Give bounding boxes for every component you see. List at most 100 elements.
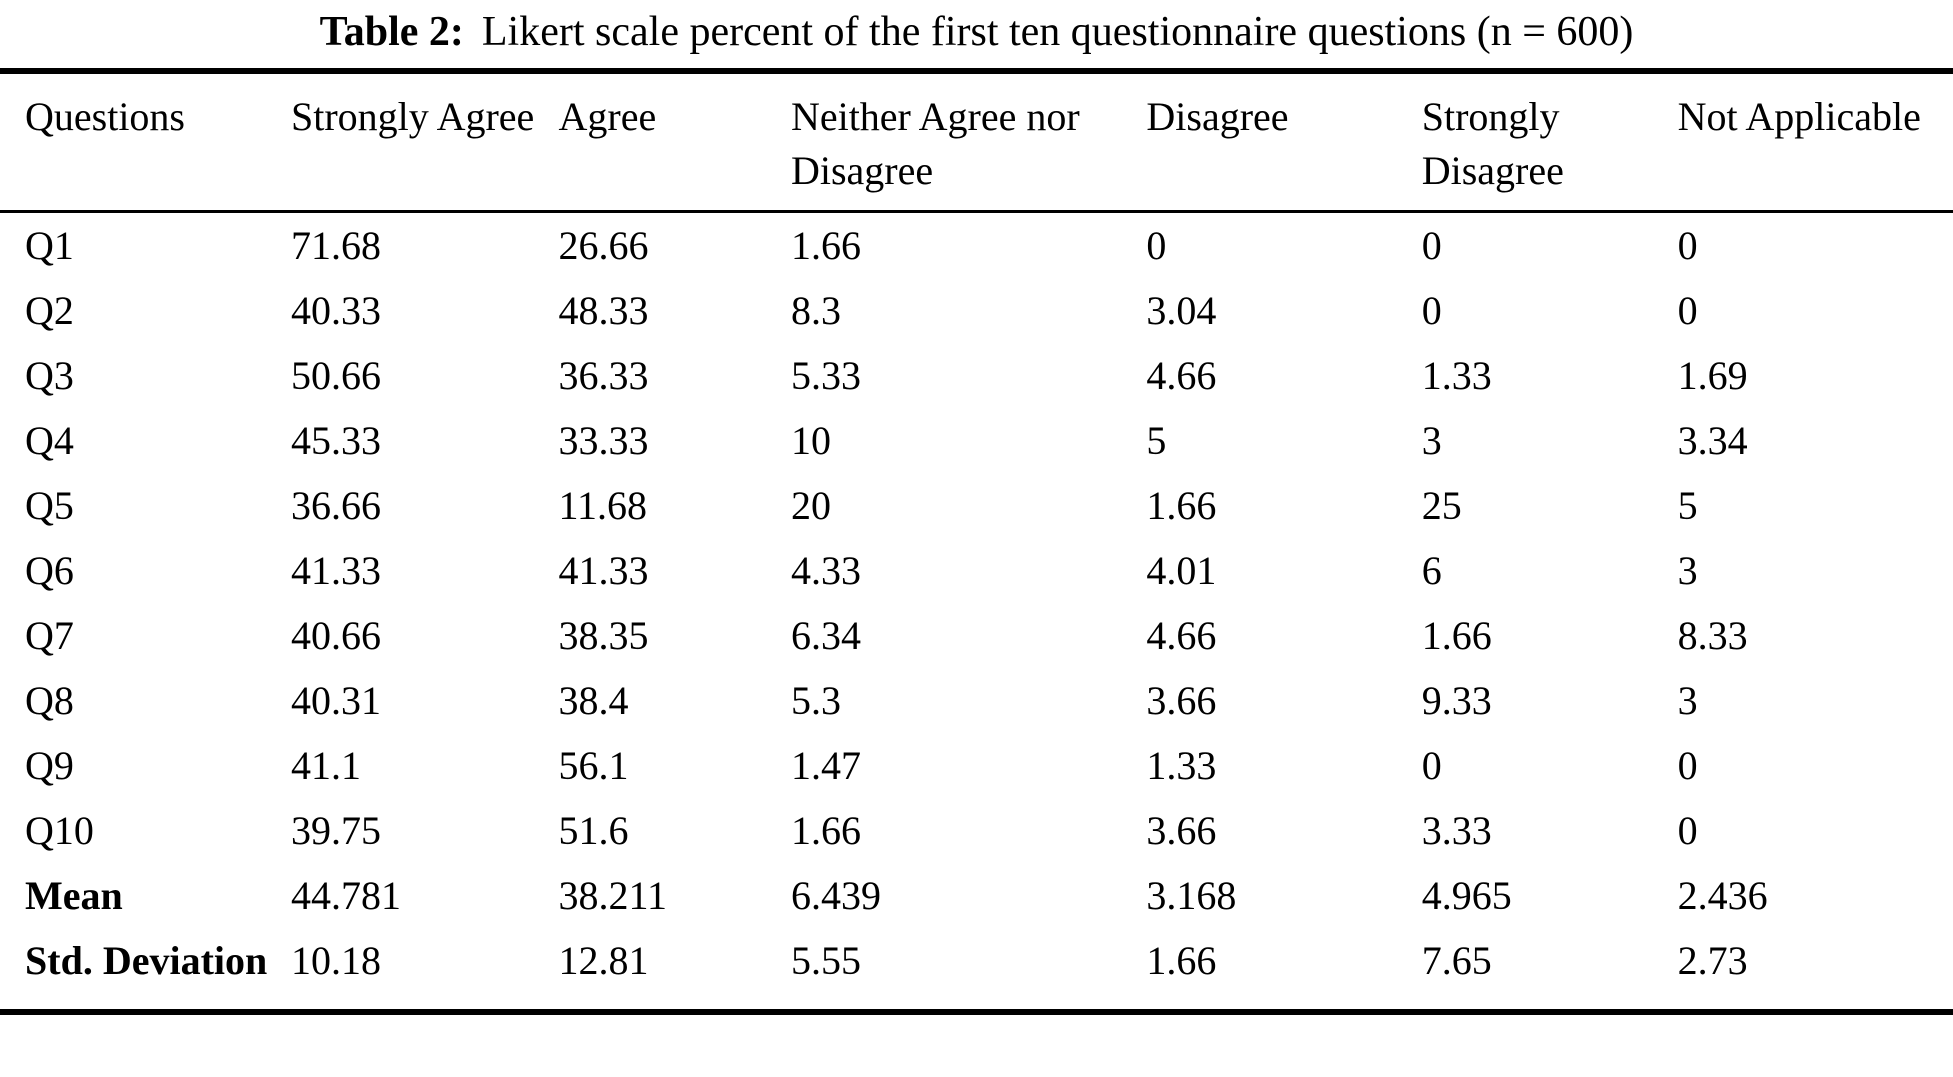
table-row: Q9 41.1 56.1 1.47 1.33 0 0 [0, 733, 1953, 798]
row-label: Std. Deviation [25, 938, 268, 983]
table-cell: 0 [1421, 223, 1442, 268]
table-cell: 40.33 [290, 288, 381, 333]
column-header: Strongly Disagree [1421, 94, 1564, 193]
table-cell: 4.965 [1421, 873, 1512, 918]
table-cell: 5.55 [790, 938, 861, 983]
table-cell: 36.66 [290, 483, 381, 528]
table-cell: 9.33 [1421, 678, 1492, 723]
table-row: Q3 50.66 36.33 5.33 4.66 1.33 1.69 [0, 343, 1953, 408]
table-cell: 26.66 [558, 223, 649, 268]
table-cell: 10 [790, 418, 831, 463]
table-cell: 40.66 [290, 613, 381, 658]
table-cell: 48.33 [558, 288, 649, 333]
table-cell: 1.69 [1677, 353, 1748, 398]
table-cell: 4.01 [1146, 548, 1217, 593]
table-cell: 2.73 [1677, 938, 1748, 983]
column-header: Disagree [1146, 94, 1289, 139]
table-cell: 38.4 [558, 678, 629, 723]
table-cell: 41.33 [558, 548, 649, 593]
table-cell: 2.436 [1677, 873, 1768, 918]
table-cell: 1.66 [1146, 483, 1217, 528]
table-row: Q7 40.66 38.35 6.34 4.66 1.66 8.33 [0, 603, 1953, 668]
table-cell: 0 [1677, 223, 1698, 268]
row-label: Q10 [25, 808, 94, 853]
table-cell: 71.68 [290, 223, 381, 268]
row-label: Q9 [25, 743, 74, 788]
table-cell: 3 [1421, 418, 1442, 463]
table-cell: 6.34 [790, 613, 861, 658]
table-cell: 0 [1677, 808, 1698, 853]
table-cell: 40.31 [290, 678, 381, 723]
column-header: Strongly Agree [290, 94, 535, 139]
table-row: Q5 36.66 11.68 20 1.66 25 5 [0, 473, 1953, 538]
table-row: Q10 39.75 51.6 1.66 3.66 3.33 0 [0, 798, 1953, 863]
table-caption-number: Table 2: [319, 9, 464, 55]
row-label: Mean [25, 873, 123, 918]
table-cell: 0 [1421, 743, 1442, 788]
table-caption-text: Likert scale percent of the first ten qu… [481, 9, 1634, 55]
table-cell: 0 [1677, 288, 1698, 333]
row-label: Q3 [25, 353, 74, 398]
row-label: Q6 [25, 548, 74, 593]
table-cell: 25 [1421, 483, 1462, 528]
table-caption: Table 2: Likert scale percent of the firs… [0, 0, 1953, 58]
table-row: Q8 40.31 38.4 5.3 3.66 9.33 3 [0, 668, 1953, 733]
table-cell: 5.3 [790, 678, 841, 723]
table-cell: 3.33 [1421, 808, 1492, 853]
table-cell: 38.211 [558, 873, 668, 918]
table-cell: 5 [1146, 418, 1167, 463]
table-cell: 45.33 [290, 418, 381, 463]
row-label: Q5 [25, 483, 74, 528]
table-cell: 12.81 [558, 938, 649, 983]
table-row: Q2 40.33 48.33 8.3 3.04 0 0 [0, 278, 1953, 343]
table-cell: 38.35 [558, 613, 649, 658]
table-cell: 41.33 [290, 548, 381, 593]
table-cell: 6.439 [790, 873, 881, 918]
row-label: Q1 [25, 223, 74, 268]
table-cell: 5.33 [790, 353, 861, 398]
table-cell: 1.33 [1146, 743, 1217, 788]
row-label: Q4 [25, 418, 74, 463]
column-header: Questions [25, 94, 185, 139]
table-row: Mean 44.781 38.211 6.439 3.168 4.965 2.436 [0, 863, 1953, 928]
table-cell: 41.1 [290, 743, 361, 788]
row-label: Q8 [25, 678, 74, 723]
table-cell: 1.47 [790, 743, 861, 788]
column-header: Not Applicable [1677, 94, 1921, 139]
table-cell: 3.168 [1146, 873, 1237, 918]
table-cell: 6 [1421, 548, 1442, 593]
table-cell: 8.33 [1677, 613, 1748, 658]
table-row: Q6 41.33 41.33 4.33 4.01 6 3 [0, 538, 1953, 603]
table-cell: 39.75 [290, 808, 381, 853]
table-cell: 4.33 [790, 548, 861, 593]
table-cell: 3.34 [1677, 418, 1748, 463]
table-row: Q1 71.68 26.66 1.66 0 0 0 [0, 212, 1953, 279]
table-cell: 11.68 [558, 483, 648, 528]
table-cell: 3.66 [1146, 678, 1217, 723]
table-cell: 56.1 [558, 743, 629, 788]
table-cell: 50.66 [290, 353, 381, 398]
table-cell: 7.65 [1421, 938, 1492, 983]
table-cell: 1.66 [790, 223, 861, 268]
table-header: Questions Strongly Agree Agree Neither Agre… [0, 71, 1953, 212]
table-cell: 3.66 [1146, 808, 1217, 853]
table-cell: 44.781 [290, 873, 401, 918]
table-cell: 3.04 [1146, 288, 1217, 333]
table-row: Q4 45.33 33.33 10 5 3 3.34 [0, 408, 1953, 473]
table-cell: 1.66 [1146, 938, 1217, 983]
table-cell: 33.33 [558, 418, 649, 463]
table-cell: 0 [1421, 288, 1442, 333]
column-header: Agree [558, 94, 657, 139]
table-cell: 1.66 [1421, 613, 1492, 658]
table-cell: 1.66 [790, 808, 861, 853]
table-cell: 36.33 [558, 353, 649, 398]
likert-scale-table: Questions Strongly Agree Agree Neither Agre… [0, 68, 1953, 1015]
table-cell: 3 [1677, 548, 1698, 593]
row-label: Q7 [25, 613, 74, 658]
table-cell: 8.3 [790, 288, 841, 333]
table-cell: 4.66 [1146, 613, 1217, 658]
table-cell: 3 [1677, 678, 1698, 723]
table-cell: 51.6 [558, 808, 629, 853]
table-cell: 5 [1677, 483, 1698, 528]
